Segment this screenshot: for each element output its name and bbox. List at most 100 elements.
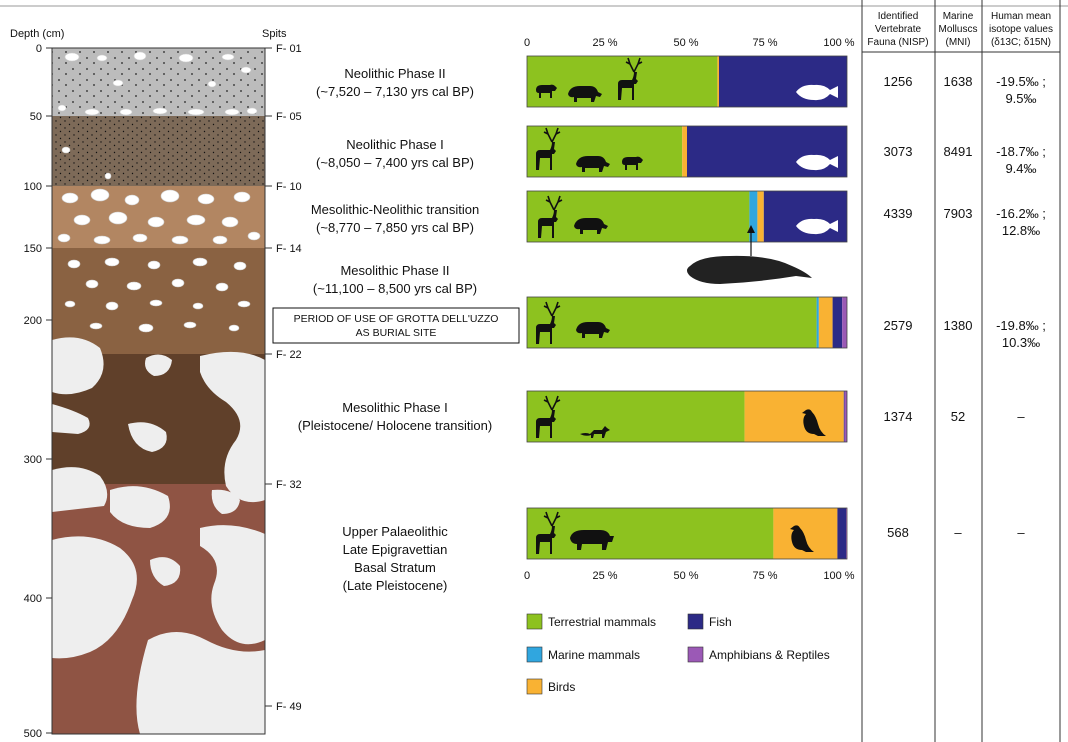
cell-isotope: -16.2‰ ; — [996, 206, 1046, 221]
bar-segment-terrestrial-mammals — [527, 297, 817, 348]
phase-label-line1: Neolithic Phase II — [344, 66, 445, 81]
phase-label-line2: (Pleistocene/ Holocene transition) — [298, 418, 492, 433]
legend-swatch-fish — [687, 613, 704, 630]
legend-label: Birds — [548, 680, 575, 694]
bar-frame — [526, 390, 848, 443]
cell-isotope: -18.7‰ ; — [996, 144, 1046, 159]
cell-isotope: 9.5‰ — [1005, 91, 1036, 106]
pct-tick: 100 % — [823, 570, 854, 582]
legend-label: Fish — [709, 615, 732, 629]
phase-label-line1: Neolithic Phase I — [346, 137, 444, 152]
bar-frame — [526, 125, 848, 178]
cell-isotope: 10.3‰ — [1002, 335, 1040, 350]
cell-nisp: 4339 — [884, 206, 913, 221]
bar-segment-amphibians-reptiles — [842, 297, 847, 348]
legend: Terrestrial mammals Fish Marine mammals … — [526, 613, 830, 695]
table-header-line: Human mean — [991, 11, 1051, 22]
table-header-line: Vertebrate — [875, 24, 922, 35]
legend-swatch-amphibians — [687, 646, 704, 663]
depth-axis: Depth (cm) 0 50 100 150 200 300 400 500 — [10, 28, 64, 740]
phase-label-line1: Mesolithic-Neolithic transition — [311, 202, 479, 217]
depth-tick-500: 500 — [24, 728, 42, 740]
table-header-line: Molluscs — [939, 24, 978, 35]
strat-column — [51, 47, 266, 735]
bar-segment-birds — [744, 391, 844, 442]
bar-segment-terrestrial-mammals — [527, 391, 745, 442]
legend-swatch-terrestrial — [526, 613, 543, 630]
bar-segment-fish — [687, 126, 847, 177]
whale-icon — [687, 255, 812, 284]
phase-labels: Neolithic Phase II (~7,520 – 7,130 yrs c… — [298, 66, 492, 593]
bar-segment-terrestrial-mammals — [527, 191, 750, 242]
spit-f10: F- 10 — [276, 181, 302, 193]
cell-nisp: 568 — [887, 525, 909, 540]
table-header-line: Fauna (NISP) — [867, 37, 928, 48]
depth-tick-50: 50 — [30, 111, 42, 123]
bar-frame — [526, 507, 848, 560]
cell-mni: 7903 — [944, 206, 973, 221]
cell-nisp: 1256 — [884, 74, 913, 89]
cell-mni: 52 — [951, 409, 965, 424]
pct-tick: 50 % — [673, 570, 698, 582]
cell-nisp: 3073 — [884, 144, 913, 159]
spit-f05: F- 05 — [276, 111, 302, 123]
phase-label-line2: (~11,100 – 8,500 yrs cal BP) — [313, 281, 477, 296]
cell-isotope: 9.4‰ — [1005, 161, 1036, 176]
depth-tick-0: 0 — [36, 43, 42, 55]
legend-label: Marine mammals — [548, 648, 640, 662]
bar-segment-fish — [719, 56, 847, 107]
whale-annotation — [687, 225, 812, 284]
pct-tick: 25 % — [592, 570, 617, 582]
phase-label-line2: Late Epigravettian — [343, 542, 448, 557]
legend-swatch-birds — [526, 678, 543, 695]
cell-nisp: 2579 — [884, 318, 913, 333]
cell-isotope: – — [1017, 525, 1025, 540]
burial-period-box: PERIOD OF USE OF GROTTA DELL'UZZO AS BUR… — [272, 307, 520, 344]
pct-tick: 75 % — [752, 570, 777, 582]
pct-tick: 50 % — [673, 37, 698, 49]
spit-f22: F- 22 — [276, 349, 302, 361]
depth-tick-150: 150 — [24, 243, 42, 255]
bar-segment-amphibians-reptiles — [846, 508, 847, 559]
spit-f14: F- 14 — [276, 243, 302, 255]
depth-tick-400: 400 — [24, 593, 42, 605]
bar-frame — [526, 296, 848, 349]
legend-label: Terrestrial mammals — [548, 615, 656, 629]
table-header-line: (MNI) — [946, 37, 971, 48]
cell-mni: 8491 — [944, 144, 973, 159]
table-header-line: isotope values — [989, 24, 1053, 35]
spits-label: Spits — [262, 28, 287, 40]
burial-box-line2: AS BURIAL SITE — [356, 327, 437, 339]
table-header-line: Marine — [943, 11, 974, 22]
bar-segment-marine-mammals — [749, 191, 758, 242]
bar-segment-birds — [757, 191, 764, 242]
legend-label: Amphibians & Reptiles — [709, 648, 830, 662]
pct-tick: 75 % — [752, 37, 777, 49]
depth-tick-200: 200 — [24, 315, 42, 327]
depth-axis-label: Depth (cm) — [10, 28, 64, 40]
spit-f49: F- 49 — [276, 701, 302, 713]
table-header-line: Identified — [878, 11, 919, 22]
bar-segment-amphibians-reptiles — [844, 391, 847, 442]
bar-segment-marine-mammals — [816, 297, 819, 348]
cell-isotope: 12.8‰ — [1002, 223, 1040, 238]
phase-label-line1: Mesolithic Phase II — [340, 263, 449, 278]
legend-swatch-marine-mammals — [526, 646, 543, 663]
cell-mni: – — [954, 525, 962, 540]
spit-f32: F- 32 — [276, 479, 302, 491]
bar-segment-fish — [843, 391, 845, 442]
bar-frame — [526, 55, 848, 108]
table-header-line: (δ13C; δ15N) — [991, 37, 1051, 48]
spit-f01: F- 01 — [276, 43, 302, 55]
bar-segment-fish — [763, 191, 847, 242]
pct-tick: 0 — [524, 37, 530, 49]
phase-label-line2: (~7,520 – 7,130 yrs cal BP) — [316, 84, 474, 99]
percent-axis-bottom: 0 25 % 50 % 75 % 100 % — [524, 570, 855, 582]
phase-label-line2: (~8,770 – 7,850 yrs cal BP) — [316, 220, 474, 235]
depth-tick-100: 100 — [24, 181, 42, 193]
phase-label-line1: Upper Palaeolithic — [342, 524, 448, 539]
cell-isotope: – — [1017, 409, 1025, 424]
bar-segment-birds — [717, 56, 719, 107]
